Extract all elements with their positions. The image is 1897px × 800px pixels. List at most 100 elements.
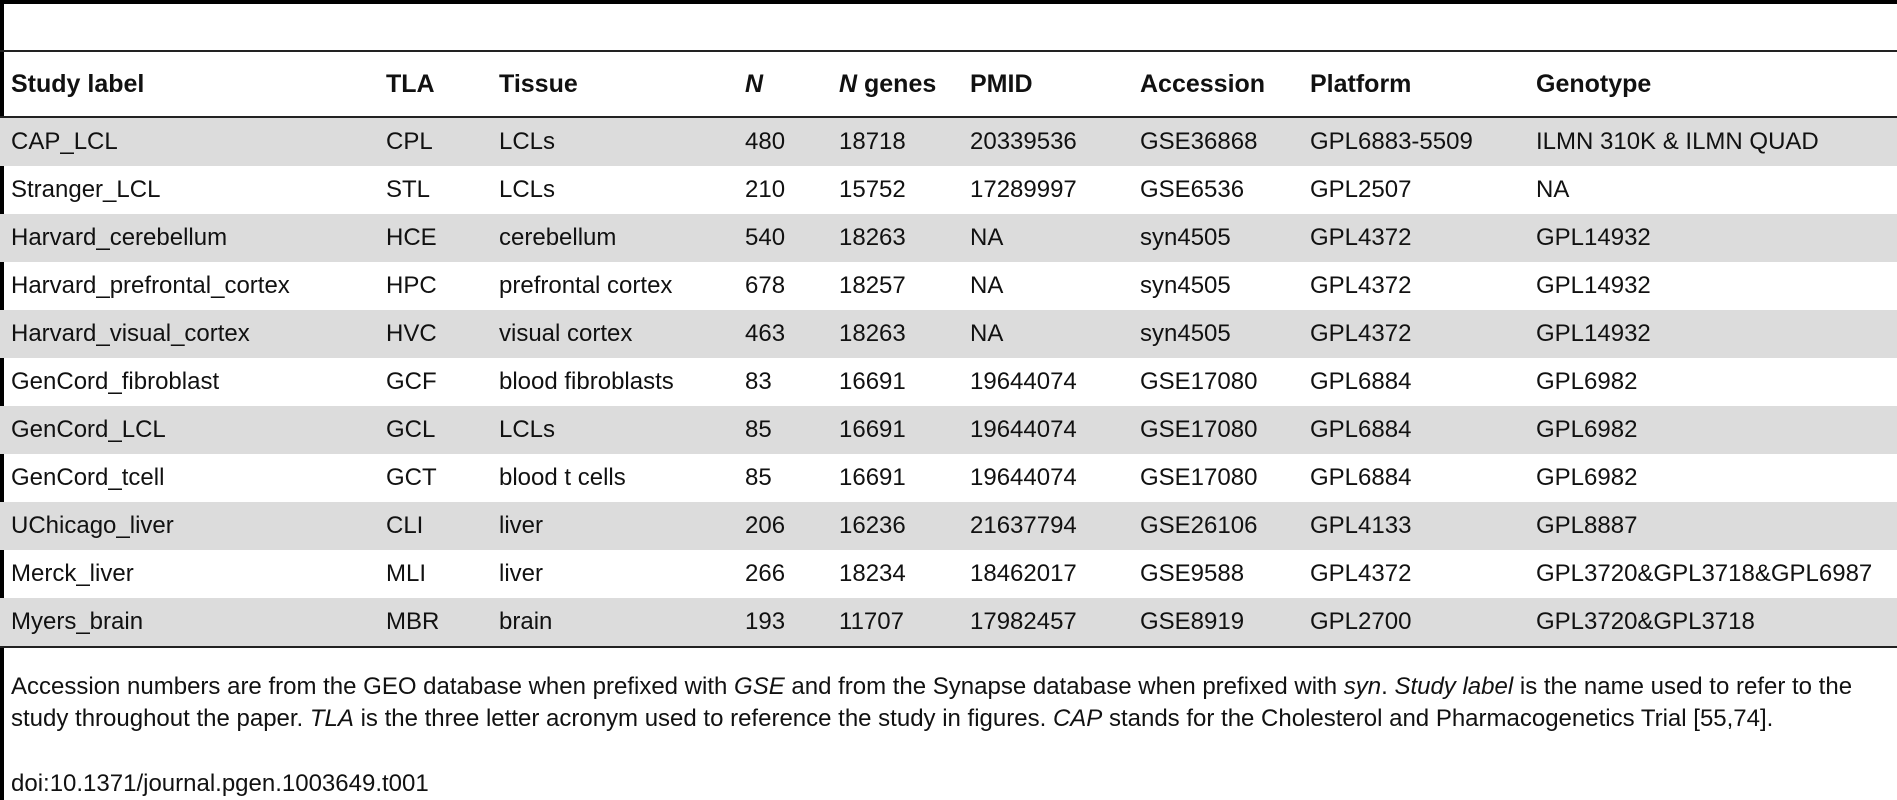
cell-platform: GPL6884 bbox=[1310, 368, 1412, 395]
header-n: N bbox=[734, 51, 828, 117]
cell-n: 83 bbox=[745, 368, 772, 395]
cell-study-label: GenCord_LCL bbox=[11, 416, 166, 443]
cell-n: 266 bbox=[745, 560, 786, 587]
header-study-label: Study label bbox=[11, 69, 145, 98]
cell-tla: GCT bbox=[386, 464, 437, 491]
cell-tla: HVC bbox=[386, 320, 437, 347]
cell-platform: GPL2700 bbox=[1310, 608, 1412, 635]
cell-pmid: 21637794 bbox=[970, 512, 1077, 539]
cell-tla: MBR bbox=[386, 608, 440, 635]
cell-platform: GPL6883-5509 bbox=[1310, 128, 1473, 155]
cell-pmid: NA bbox=[970, 320, 1004, 347]
cell-accession: syn4505 bbox=[1140, 272, 1231, 299]
header-pmid: PMID bbox=[970, 69, 1033, 98]
cell-pmid: 19644074 bbox=[970, 464, 1077, 491]
cell-genotype: GPL14932 bbox=[1536, 224, 1651, 251]
cell-pmid: 17982457 bbox=[970, 608, 1077, 635]
cell-tla: HCE bbox=[386, 224, 437, 251]
footnote-study-label: Study label bbox=[1394, 673, 1514, 700]
cell-accession: GSE6536 bbox=[1140, 176, 1245, 203]
header-n-genes: N genes bbox=[828, 51, 959, 117]
cell-n-genes: 18257 bbox=[839, 272, 906, 299]
cell-study-label: Myers_brain bbox=[11, 608, 144, 635]
cell-n-genes: 11707 bbox=[839, 608, 904, 635]
table-row: Myers_brain MBR brain 193 11707 17982457 GSE89… bbox=[0, 598, 1897, 647]
cell-genotype: GPL6982 bbox=[1536, 464, 1638, 491]
cell-study-label: Merck_liver bbox=[11, 560, 134, 587]
cell-tissue: blood t cells bbox=[499, 464, 626, 491]
cell-pmid: NA bbox=[970, 272, 1004, 299]
cell-study-label: GenCord_tcell bbox=[11, 464, 165, 491]
cell-accession: GSE26106 bbox=[1140, 512, 1258, 539]
cell-n: 480 bbox=[745, 128, 786, 155]
cell-tla: CPL bbox=[386, 128, 433, 155]
cell-tissue: cerebellum bbox=[499, 224, 617, 251]
left-border bbox=[0, 0, 4, 800]
cell-platform: GPL4372 bbox=[1310, 272, 1412, 299]
cell-genotype: ILMN 310K & ILMN QUAD bbox=[1536, 128, 1819, 155]
cell-tissue: blood fibroblasts bbox=[499, 368, 674, 395]
cell-platform: GPL4372 bbox=[1310, 560, 1412, 587]
cell-accession: GSE17080 bbox=[1140, 368, 1258, 395]
study-table: Study label TLA Tissue N N genes PMID Ac… bbox=[0, 50, 1897, 648]
cell-pmid: 17289997 bbox=[970, 176, 1077, 203]
cell-platform: GPL4133 bbox=[1310, 512, 1412, 539]
cell-n: 210 bbox=[745, 176, 786, 203]
cell-n-genes: 16691 bbox=[839, 464, 906, 491]
cell-tla: MLI bbox=[386, 560, 427, 587]
table-row: Stranger_LCL STL LCLs 210 15752 17289997 GSE65… bbox=[0, 166, 1897, 214]
cell-accession: syn4505 bbox=[1140, 320, 1231, 347]
table-header-row: Study label TLA Tissue N N genes PMID Ac… bbox=[0, 51, 1897, 117]
cell-study-label: GenCord_fibroblast bbox=[11, 368, 220, 395]
table-row: Harvard_visual_cortex HVC visual cortex 463… bbox=[0, 310, 1897, 358]
doi-link[interactable]: doi:10.1371/journal.pgen.1003649.t001 bbox=[11, 770, 429, 797]
cell-genotype: GPL3720&GPL3718 bbox=[1536, 608, 1755, 635]
cell-accession: GSE17080 bbox=[1140, 464, 1258, 491]
cell-study-label: Stranger_LCL bbox=[11, 176, 161, 203]
cell-accession: GSE8919 bbox=[1140, 608, 1245, 635]
cell-n: 540 bbox=[745, 224, 786, 251]
cell-genotype: GPL3720&GPL3718&GPL6987 bbox=[1536, 560, 1873, 587]
cell-tla: CLI bbox=[386, 512, 424, 539]
cell-study-label: UChicago_liver bbox=[11, 512, 174, 539]
cell-n-genes: 18718 bbox=[839, 128, 906, 155]
cell-accession: GSE17080 bbox=[1140, 416, 1258, 443]
cell-n-genes: 18263 bbox=[839, 320, 906, 347]
footnote-gse: GSE bbox=[734, 673, 785, 700]
cell-platform: GPL6884 bbox=[1310, 416, 1412, 443]
cell-genotype: GPL14932 bbox=[1536, 320, 1651, 347]
footnote-text-1: Accession numbers are from the GEO datab… bbox=[11, 673, 735, 700]
header-accession: Accession bbox=[1140, 69, 1266, 98]
footnote-text-3: . bbox=[1381, 673, 1395, 700]
footnote-text-2: and from the Synapse database when prefi… bbox=[784, 673, 1344, 700]
footnote-text-5: is the three letter acronym used to refe… bbox=[353, 705, 1053, 732]
cell-genotype: GPL8887 bbox=[1536, 512, 1638, 539]
cell-platform: GPL6884 bbox=[1310, 464, 1412, 491]
header-tissue: Tissue bbox=[499, 69, 578, 98]
header-genotype: Genotype bbox=[1536, 69, 1652, 98]
header-platform: Platform bbox=[1310, 69, 1412, 98]
table-row: UChicago_liver CLI liver 206 16236 21637794 GS… bbox=[0, 502, 1897, 550]
cell-tissue: LCLs bbox=[499, 128, 556, 155]
footnote-text-6: stands for the Cholesterol and Pharmacog… bbox=[1102, 705, 1774, 732]
table-row: Harvard_prefrontal_cortex HPC prefrontal c… bbox=[0, 262, 1897, 310]
cell-n: 206 bbox=[745, 512, 786, 539]
cell-tla: GCF bbox=[386, 368, 437, 395]
cell-platform: GPL2507 bbox=[1310, 176, 1412, 203]
cell-pmid: 19644074 bbox=[970, 416, 1077, 443]
cell-study-label: CAP_LCL bbox=[11, 128, 118, 155]
table-row: GenCord_tcell GCT blood t cells 85 16691 1964… bbox=[0, 454, 1897, 502]
cell-tissue: brain bbox=[499, 608, 553, 635]
footnote-text-4: is the name used to refer to the study t… bbox=[11, 673, 1853, 732]
cell-platform: GPL4372 bbox=[1310, 224, 1412, 251]
header-n-genes-rest: genes bbox=[857, 69, 937, 98]
cell-n: 193 bbox=[745, 608, 786, 635]
cell-n-genes: 16691 bbox=[839, 368, 906, 395]
cell-study-label: Harvard_visual_cortex bbox=[11, 320, 250, 347]
cell-n: 678 bbox=[745, 272, 786, 299]
cell-n: 85 bbox=[745, 464, 772, 491]
cell-study-label: Harvard_cerebellum bbox=[11, 224, 228, 251]
header-n-text: N bbox=[745, 69, 764, 98]
cell-tla: STL bbox=[386, 176, 431, 203]
cell-pmid: 19644074 bbox=[970, 368, 1077, 395]
